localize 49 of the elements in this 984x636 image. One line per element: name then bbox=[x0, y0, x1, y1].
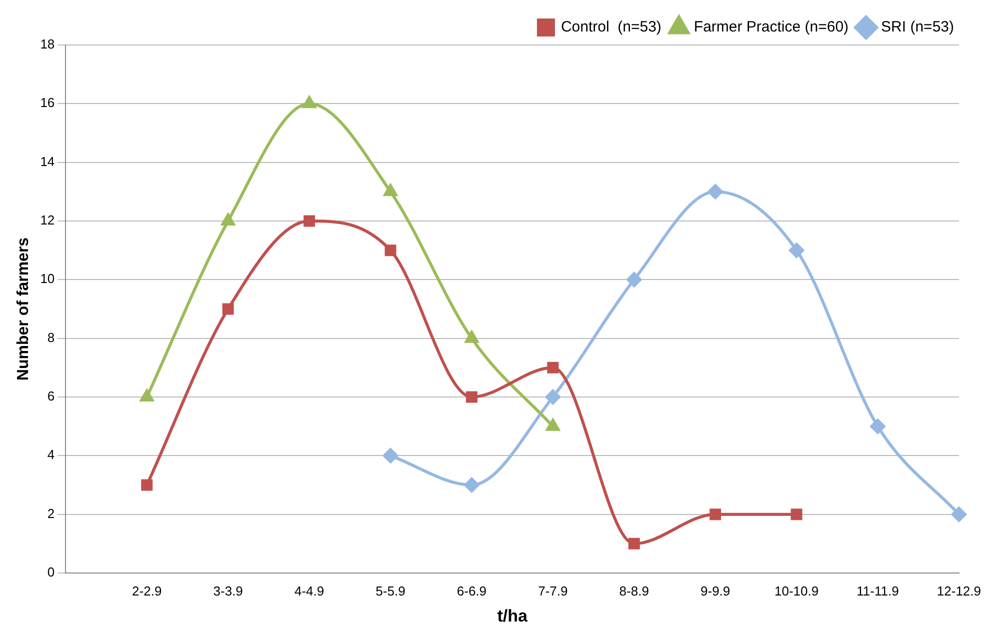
x-axis-title: t/ha bbox=[497, 606, 528, 626]
y-tick-label: 18 bbox=[40, 36, 55, 52]
y-tick-label: 12 bbox=[40, 212, 55, 228]
x-tick-label: 12-12.9 bbox=[936, 583, 981, 598]
y-tick-label: 10 bbox=[40, 271, 55, 286]
legend-label: SRI (n=53) bbox=[881, 18, 954, 36]
point bbox=[466, 391, 478, 403]
point bbox=[870, 418, 886, 434]
point bbox=[384, 184, 398, 196]
x-tick-label: 2-2.9 bbox=[132, 583, 162, 598]
x-tick-label: 8-8.9 bbox=[619, 583, 649, 598]
point bbox=[140, 390, 154, 402]
point bbox=[547, 362, 559, 374]
x-tick-label: 10-10.9 bbox=[774, 583, 819, 598]
y-tick-label: 8 bbox=[47, 330, 55, 345]
legend-label: Control (n=53) bbox=[560, 18, 662, 36]
y-tick-label: 14 bbox=[40, 154, 55, 169]
point bbox=[546, 418, 560, 431]
point bbox=[302, 96, 316, 108]
y-tick-label: 2 bbox=[47, 506, 55, 521]
x-tick-label: 4-4.9 bbox=[294, 583, 324, 598]
point bbox=[382, 448, 398, 464]
point bbox=[384, 244, 396, 256]
y-tick-label: 0 bbox=[47, 564, 55, 580]
x-tick-label: 9-9.9 bbox=[700, 583, 730, 598]
x-tick-label: 6-6.9 bbox=[456, 583, 487, 598]
point bbox=[951, 506, 966, 522]
y-tick-label: 4 bbox=[47, 447, 55, 462]
point bbox=[304, 215, 316, 227]
point bbox=[141, 479, 153, 491]
y-axis-title: Number of farmers bbox=[15, 237, 32, 381]
x-tick-label: 11-11.9 bbox=[856, 583, 899, 598]
x-tick-label: 3-3.9 bbox=[213, 583, 243, 598]
point bbox=[710, 508, 722, 520]
point bbox=[708, 184, 723, 200]
point bbox=[221, 214, 235, 226]
x-tick-label: 5-5.9 bbox=[376, 583, 406, 598]
point bbox=[464, 478, 480, 492]
x-tick-label: 7-7.9 bbox=[538, 583, 568, 598]
point bbox=[222, 303, 234, 315]
point bbox=[789, 242, 804, 258]
y-tick-label: 6 bbox=[47, 388, 55, 404]
legend-label: Farmer Practice (n=60) bbox=[694, 18, 849, 36]
point bbox=[465, 330, 478, 343]
y-tick-label: 16 bbox=[40, 95, 55, 110]
point bbox=[628, 538, 640, 550]
point bbox=[790, 508, 802, 520]
point bbox=[626, 272, 642, 288]
point bbox=[545, 390, 560, 404]
